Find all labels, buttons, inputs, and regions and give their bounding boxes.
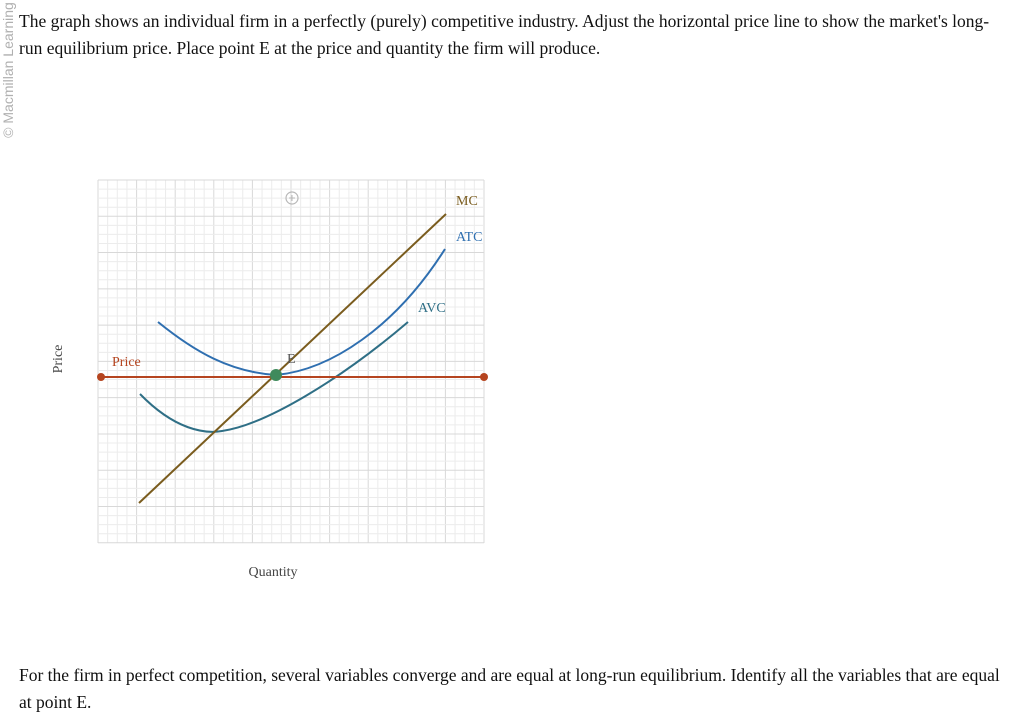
price-line-right-handle[interactable] [480, 373, 488, 381]
atc-label: ATC [456, 230, 482, 245]
mc-curve [138, 213, 447, 504]
price-line-left-handle[interactable] [97, 373, 105, 381]
graph-grid [97, 179, 485, 544]
price-line-label: Price [112, 355, 141, 370]
avc-curve [139, 321, 409, 433]
followup-question-text: For the firm in perfect competition, sev… [19, 665, 1000, 712]
question-text: The graph shows an individual firm in a … [19, 11, 990, 58]
x-axis-label: Quantity [249, 565, 298, 580]
avc-label: AVC [418, 301, 446, 316]
point-e[interactable] [270, 369, 282, 381]
y-axis-label: Price [51, 345, 66, 374]
mc-label: MC [456, 194, 478, 209]
add-point-icon[interactable] [285, 191, 299, 205]
atc-curve [157, 248, 446, 377]
point-e-label: E [287, 352, 296, 367]
